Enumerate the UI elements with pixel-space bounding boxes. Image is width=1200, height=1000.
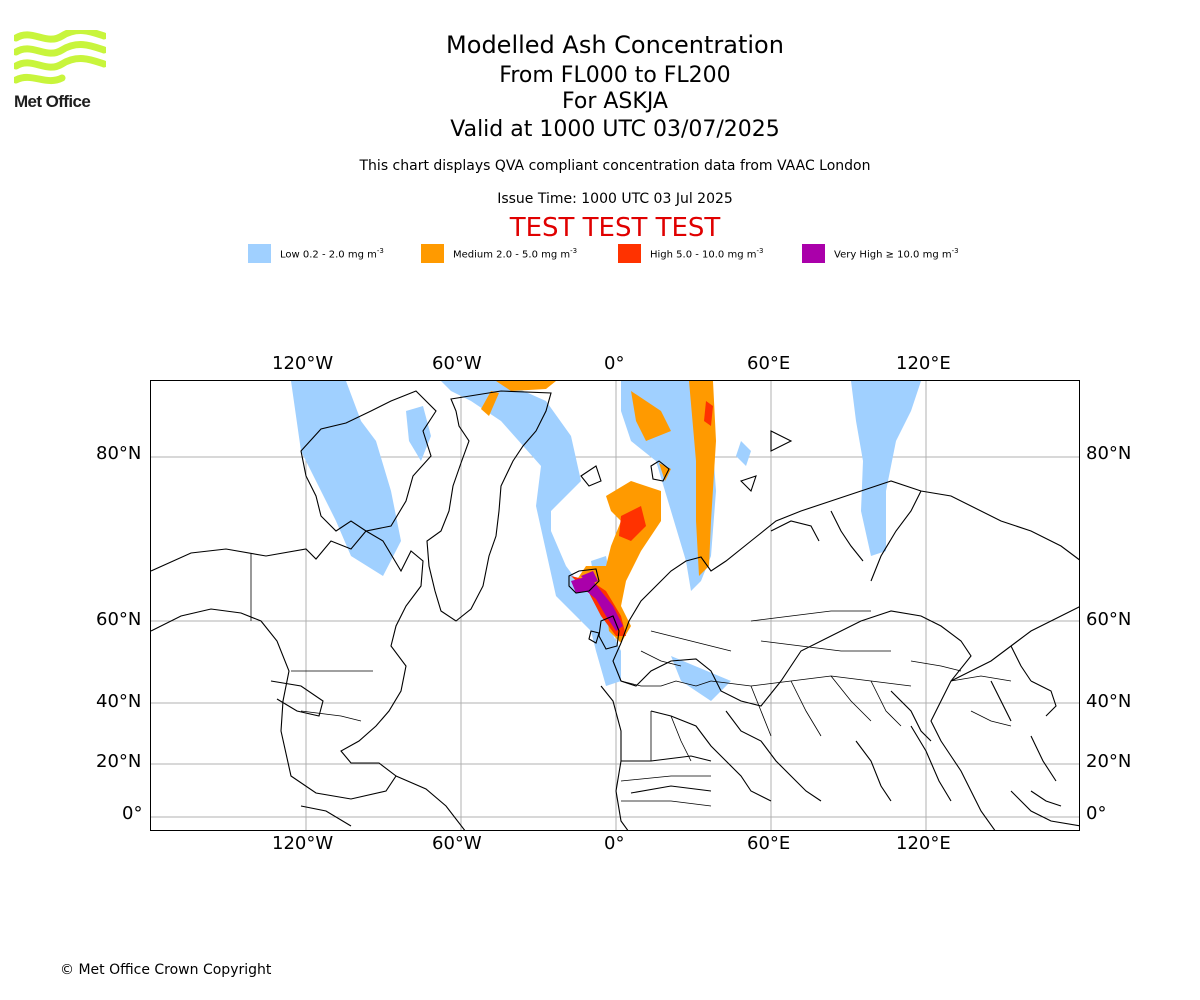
chart-title: Modelled Ash Concentration bbox=[446, 31, 784, 59]
lat-tick-left-20n: 20°N bbox=[96, 751, 142, 772]
lon-tick-bottom-60w: 60°W bbox=[432, 833, 482, 854]
legend-unit-exp-low: -3 bbox=[376, 247, 384, 255]
country-borders bbox=[250, 553, 1012, 807]
met-office-logo: Met Office bbox=[12, 27, 114, 112]
lat-tick-right-80n: 80°N bbox=[1086, 443, 1132, 464]
lat-tick-right-60n: 60°N bbox=[1086, 609, 1132, 630]
coastlines bbox=[151, 390, 1079, 830]
lat-tick-right-0: 0° bbox=[1086, 803, 1107, 824]
valid-time: Valid at 1000 UTC 03/07/2025 bbox=[450, 117, 780, 142]
lon-tick-top-60e: 60°E bbox=[747, 353, 791, 374]
legend-unit-exp-medium: -3 bbox=[570, 247, 578, 255]
lon-tick-top-60w: 60°W bbox=[432, 353, 482, 374]
lon-tick-top-0: 0° bbox=[604, 353, 625, 374]
legend-label-very-high: Very High ≥ 10.0 mg m bbox=[834, 249, 952, 261]
lon-tick-top-120e: 120°E bbox=[896, 353, 951, 374]
lon-tick-bottom-120e: 120°E bbox=[896, 833, 951, 854]
map-canvas bbox=[151, 381, 1079, 830]
lon-tick-top-120w: 120°W bbox=[272, 353, 334, 374]
compliance-note: This chart displays QVA compliant concen… bbox=[359, 158, 871, 174]
lat-tick-left-60n: 60°N bbox=[96, 609, 142, 630]
issue-time: Issue Time: 1000 UTC 03 Jul 2025 bbox=[497, 191, 733, 207]
copyright-notice: © Met Office Crown Copyright bbox=[60, 962, 272, 978]
lat-tick-right-40n: 40°N bbox=[1086, 691, 1132, 712]
test-banner: TEST TEST TEST bbox=[509, 213, 721, 243]
legend-unit-exp-very-high: -3 bbox=[951, 247, 959, 255]
lon-tick-bottom-0: 0° bbox=[604, 833, 625, 854]
met-office-wave-icon bbox=[12, 27, 108, 85]
legend-swatch-high bbox=[618, 244, 641, 263]
volcano-name: For ASKJA bbox=[562, 89, 668, 114]
legend-label-low: Low 0.2 - 2.0 mg m bbox=[280, 249, 377, 261]
legend-label-medium: Medium 2.0 - 5.0 mg m bbox=[453, 249, 571, 261]
legend-swatch-very-high bbox=[802, 244, 825, 263]
ash-low-area bbox=[291, 381, 921, 701]
ash-concentration-map bbox=[150, 380, 1080, 831]
flight-level-range: From FL000 to FL200 bbox=[499, 63, 731, 88]
lat-tick-right-20n: 20°N bbox=[1086, 751, 1132, 772]
lat-tick-left-0: 0° bbox=[122, 803, 143, 824]
logo-text: Met Office bbox=[14, 92, 91, 111]
lon-tick-bottom-60e: 60°E bbox=[747, 833, 791, 854]
legend-unit-exp-high: -3 bbox=[756, 247, 764, 255]
lon-tick-bottom-120w: 120°W bbox=[272, 833, 334, 854]
legend-swatch-low bbox=[248, 244, 271, 263]
legend-swatch-medium bbox=[421, 244, 444, 263]
legend-label-high: High 5.0 - 10.0 mg m bbox=[650, 249, 757, 261]
lat-tick-left-80n: 80°N bbox=[96, 443, 142, 464]
lat-tick-left-40n: 40°N bbox=[96, 691, 142, 712]
